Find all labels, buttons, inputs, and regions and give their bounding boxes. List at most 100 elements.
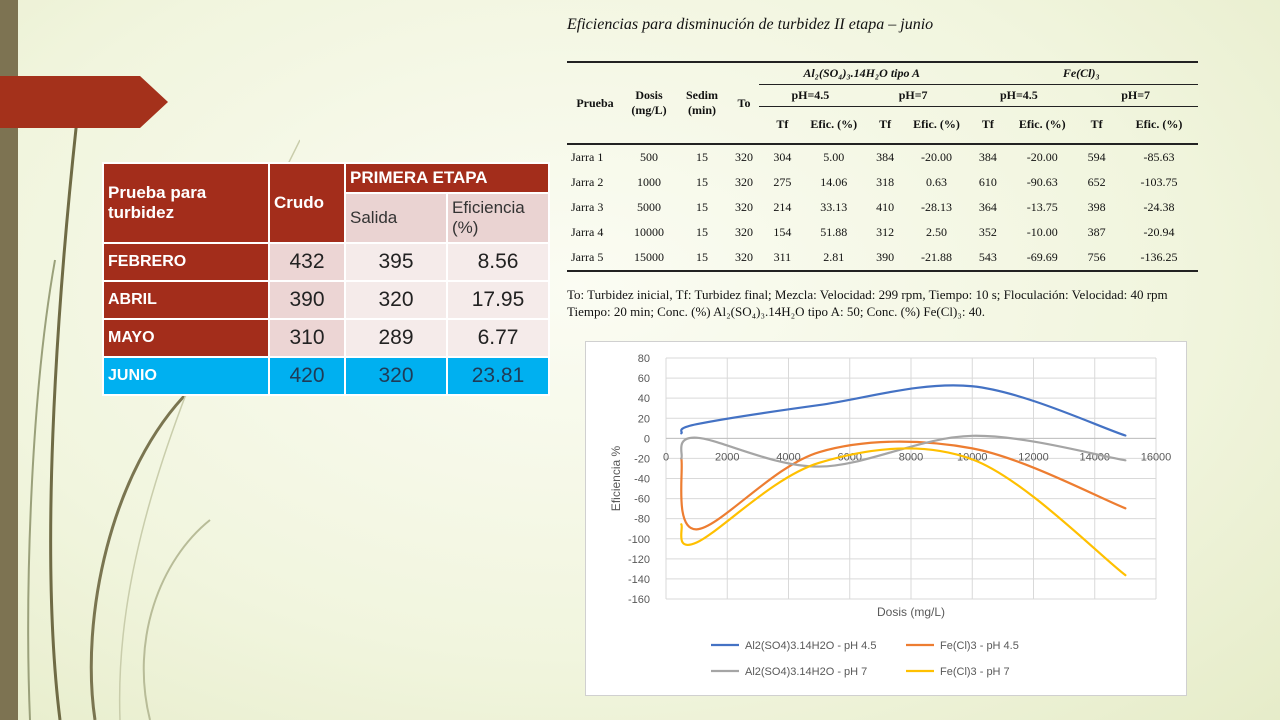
jarra-cell: -13.75 [1026,200,1058,214]
x-tick-label: 10000 [957,451,988,463]
y-tick-label: 0 [644,433,650,445]
jarra-cell: -10.00 [1026,225,1058,239]
jarra-cell: Jarra 2 [571,175,604,189]
jarra-cell: 320 [735,225,753,239]
jarra-cell: -90.63 [1026,175,1058,189]
y-tick-label: -60 [634,494,650,506]
arrow-tab [0,76,168,128]
h-efic: Efic. (%) [1135,117,1183,132]
jarra-cell: 594 [1087,150,1106,164]
h-fe-ph7: pH=7 [1073,84,1198,107]
jarra-cell: Jarra 3 [571,200,604,214]
jarra-cell: 14.06 [820,175,848,189]
h-efic: Efic. (%) [1018,117,1066,132]
jarra-cell: 652 [1087,175,1106,189]
row-month: FEBRERO [102,242,270,282]
jarra-cell: -24.38 [1143,200,1175,214]
jarra-cell: 2.81 [823,250,845,264]
row-month: JUNIO [102,356,270,396]
jarra-cell: 15 [696,250,708,264]
legend-label: Al2(SO4)3.14H2O - pH 7 [745,666,867,678]
h-efic: Efic. (%) [810,117,858,132]
jarra-cell: 384 [876,150,895,164]
x-tick-label: 14000 [1079,451,1110,463]
x-tick-label: 0 [663,451,669,463]
jarra-cell: Jarra 5 [571,250,604,264]
legend-label: Al2(SO4)3.14H2O - pH 4.5 [745,640,876,652]
jarra-cell: 398 [1087,200,1106,214]
jarra-cell: -20.00 [1026,150,1058,164]
jarra-cell: 304 [773,150,792,164]
jarra-cell: 387 [1087,225,1106,239]
row-month: MAYO [102,318,270,358]
jarra-cell: -20.00 [921,150,952,164]
jarra-cell: 352 [978,225,997,239]
jarra-cell: 15 [696,200,708,214]
h-to: To [729,62,759,145]
jarra-cell: Jarra 1 [571,150,604,164]
h-aluminum: Al₂(SO₄)₃.14H₂O tipo A [759,62,965,85]
jarra-cell: 5000 [637,200,661,214]
row-salida: 320 [344,280,448,320]
y-tick-label: 40 [638,393,650,405]
row-month: ABRIL [102,280,270,320]
row-eficiencia: 17.95 [446,280,550,320]
jarra-cell: 214 [773,200,792,214]
series-line [680,384,1127,437]
header-primera-etapa: PRIMERA ETAPA [344,162,550,194]
y-tick-label: -80 [634,514,650,526]
h-fe-ph45: pH=4.5 [964,84,1074,107]
legend-label: Fe(Cl)3 - pH 7 [940,666,1010,678]
header-prueba: Prueba para turbidez [102,162,270,244]
monthly-turbidity-table: Prueba para turbidez Crudo PRIMERA ETAPA… [102,162,550,396]
jarra-cell: 543 [978,250,997,264]
jarra-cell: Jarra 4 [571,225,604,239]
x-tick-label: 12000 [1018,451,1049,463]
h-tf: Tf [879,117,892,132]
jarra-row: Jarra 1 500 15 320 304 5.00 384 -20.00 384 -20.00… [567,144,1198,170]
header-eficiencia: Eficiencia (%) [446,192,550,244]
jarra-row: Jarra 2 1000 15 320 275 14.06 318 0.63 610 -90.63… [567,170,1198,195]
h-tf: Tf [1090,117,1103,132]
jarra-cell: 15000 [634,250,664,264]
y-tick-label: -100 [628,534,650,546]
x-tick-label: 4000 [776,451,800,463]
jar-test-title: Eficiencias para disminución de turbidez… [567,16,934,33]
row-crudo: 420 [268,356,346,396]
left-accent-bar [0,0,18,720]
y-tick-label: 80 [638,353,650,365]
table-note: To: Turbidez inicial, Tf: Turbidez final… [567,287,1168,319]
x-tick-label: 16000 [1141,451,1172,463]
jarra-cell: 500 [640,150,658,164]
jarra-cell: 384 [978,150,997,164]
y-tick-label: -40 [634,474,650,486]
y-tick-label: 60 [638,373,650,385]
row-crudo: 432 [268,242,346,282]
jarra-cell: 275 [773,175,792,189]
row-crudo: 310 [268,318,346,358]
efficiency-chart: 80 60 40 20 0 -20 -40 -60 -80 -100 -120 -140 -160 0 20… [585,341,1187,696]
jarra-cell: 318 [876,175,895,189]
x-tick-label: 8000 [899,451,923,463]
jarra-row: Jarra 4 10000 15 320 154 51.88 312 2.50 352 -10.0… [567,220,1198,245]
jarra-cell: 51.88 [820,225,848,239]
efficiency-chart-svg: 80 60 40 20 0 -20 -40 -60 -80 -100 -120 -140 -160 0 20… [609,353,1172,678]
jarra-cell: 15 [696,175,708,189]
jarra-cell: 33.13 [820,200,848,214]
row-crudo: 390 [268,280,346,320]
jarra-cell: 756 [1087,250,1106,264]
h-ferric: Fe(Cl)₃ [964,62,1198,85]
h-efic: Efic. (%) [913,117,960,132]
jarra-cell: 15 [696,225,708,239]
y-tick-label: 20 [638,413,650,425]
y-tick-label: -120 [628,554,650,566]
jarra-cell: -136.25 [1140,250,1178,264]
row-eficiencia: 8.56 [446,242,550,282]
jarra-cell: 390 [876,250,895,264]
jarra-cell: -69.69 [1026,250,1058,264]
h-prueba: Prueba [567,62,623,145]
jarra-cell: -20.94 [1143,225,1175,239]
header-salida: Salida [344,192,448,244]
jarra-cell: 154 [773,225,792,239]
y-axis-title: Eficiencia % [609,445,623,511]
